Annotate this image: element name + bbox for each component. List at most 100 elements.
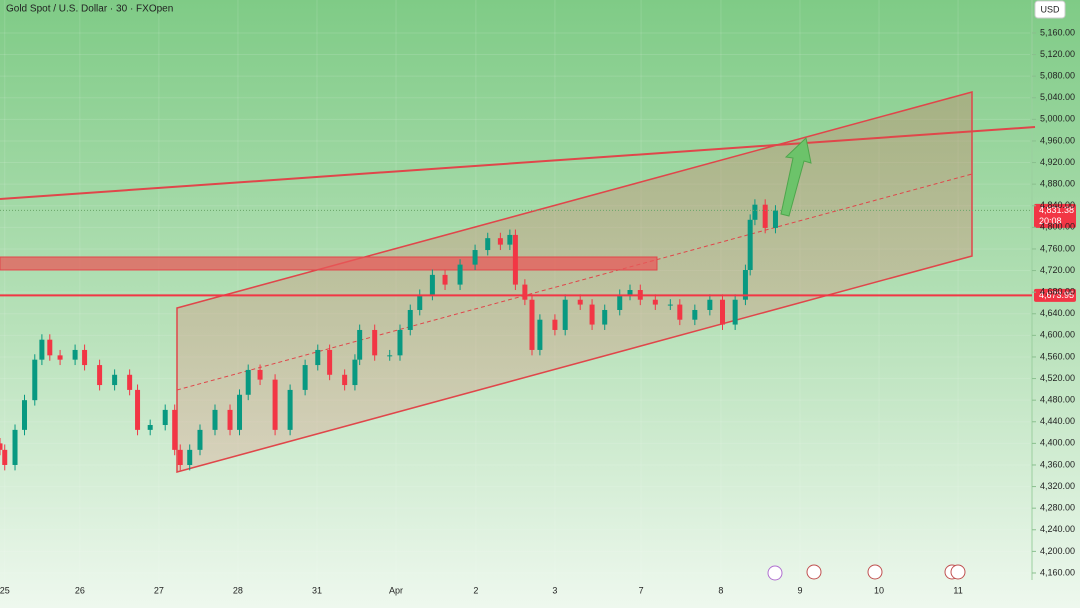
y-tick-label: 5,000.00 <box>1040 114 1075 124</box>
candle-body <box>57 355 63 360</box>
event-icon[interactable] <box>950 564 966 580</box>
candle-body <box>429 274 435 295</box>
candle-body <box>627 290 633 295</box>
forecast-arrow <box>780 137 812 217</box>
candle-body <box>562 299 568 330</box>
candle-body <box>652 299 658 305</box>
candle-body <box>747 219 753 271</box>
candle-body <box>742 270 748 300</box>
candle-body <box>512 234 518 285</box>
y-tick-label: 4,720.00 <box>1040 265 1075 275</box>
candle-body <box>537 319 543 350</box>
y-tick-label: 4,960.00 <box>1040 135 1075 145</box>
y-tick-label: 5,160.00 <box>1040 27 1075 37</box>
x-tick-label: 27 <box>154 585 164 595</box>
candle-body <box>707 299 713 310</box>
candle-body <box>287 389 293 430</box>
y-tick-label: 5,080.00 <box>1040 71 1075 81</box>
price-label-bg <box>1034 288 1076 302</box>
candle-body <box>257 369 263 380</box>
x-tick-label: 31 <box>312 585 322 595</box>
candle-body <box>147 425 153 430</box>
candle-body <box>497 238 503 245</box>
candle-body <box>82 349 88 366</box>
y-tick-label: 4,760.00 <box>1040 243 1075 253</box>
price-label: 4,831.38 <box>1039 205 1074 215</box>
event-icon[interactable] <box>806 564 822 580</box>
event-icon[interactable] <box>767 565 783 581</box>
y-tick-label: 5,040.00 <box>1040 92 1075 102</box>
candle-body <box>315 349 321 366</box>
candle-body <box>0 443 3 450</box>
x-tick-label: 26 <box>75 585 85 595</box>
candle-body <box>112 374 118 386</box>
candle-body <box>177 449 183 465</box>
x-tick-label: 10 <box>874 585 884 595</box>
countdown-label: 20:08 <box>1039 216 1062 226</box>
candle-body <box>212 409 218 430</box>
candle-body <box>617 294 623 310</box>
candle-body <box>522 284 528 300</box>
candle-body <box>39 339 45 360</box>
candle-body <box>667 304 673 306</box>
resistance-zone <box>0 256 658 271</box>
currency-label[interactable]: USD <box>1040 4 1060 14</box>
y-tick-label: 5,120.00 <box>1040 49 1075 59</box>
candle-body <box>302 365 308 390</box>
candle-body <box>32 359 38 401</box>
y-tick-label: 4,800.00 <box>1040 222 1075 232</box>
candle-body <box>752 204 758 220</box>
candle-body <box>272 379 278 430</box>
y-tick-label: 4,240.00 <box>1040 524 1075 534</box>
candle-body <box>172 409 178 450</box>
candle-body <box>72 349 78 360</box>
y-tick-label: 4,480.00 <box>1040 395 1075 405</box>
candle-body <box>357 329 363 360</box>
x-tick-label: 9 <box>797 585 802 595</box>
x-tick-label: 3 <box>552 585 557 595</box>
candle-body <box>342 374 348 386</box>
candle-body <box>97 365 103 386</box>
candle-body <box>677 304 683 320</box>
x-tick-label: 25 <box>0 585 10 595</box>
y-tick-label: 4,600.00 <box>1040 330 1075 340</box>
y-tick-label: 4,840.00 <box>1040 200 1075 210</box>
x-tick-label: 8 <box>718 585 723 595</box>
candle-body <box>162 409 168 426</box>
candle-body <box>407 309 413 330</box>
candle-body <box>692 309 698 320</box>
candle-body <box>762 204 768 228</box>
candle-body <box>732 299 738 325</box>
candle-body <box>577 299 583 305</box>
candle-body <box>227 409 233 430</box>
candle-body <box>372 329 378 356</box>
candle-body <box>397 329 403 356</box>
y-tick-label: 4,400.00 <box>1040 438 1075 448</box>
candle-body <box>135 389 141 430</box>
candle-body <box>47 339 53 356</box>
event-icons <box>767 564 966 581</box>
channel-midline <box>176 173 973 391</box>
event-icon[interactable] <box>867 564 883 580</box>
y-tick-label: 4,880.00 <box>1040 179 1075 189</box>
candle-body <box>529 299 535 350</box>
y-tick-label: 4,200.00 <box>1040 546 1075 556</box>
y-tick-label: 4,320.00 <box>1040 481 1075 491</box>
y-tick-label: 4,360.00 <box>1040 459 1075 469</box>
candle-body <box>22 400 28 430</box>
y-tick-label: 4,680.00 <box>1040 287 1075 297</box>
y-tick-label: 4,560.00 <box>1040 351 1075 361</box>
candle-body <box>442 274 448 285</box>
candle-body <box>472 250 478 265</box>
candle-body <box>772 210 778 228</box>
candle-body <box>327 349 333 375</box>
y-tick-label: 4,920.00 <box>1040 157 1075 167</box>
y-tick-label: 4,640.00 <box>1040 308 1075 318</box>
candle-body <box>187 449 193 465</box>
candle-body <box>197 429 203 450</box>
price-label-bg <box>1034 203 1076 228</box>
candle-body <box>12 429 18 465</box>
currency-button[interactable] <box>1034 0 1066 19</box>
